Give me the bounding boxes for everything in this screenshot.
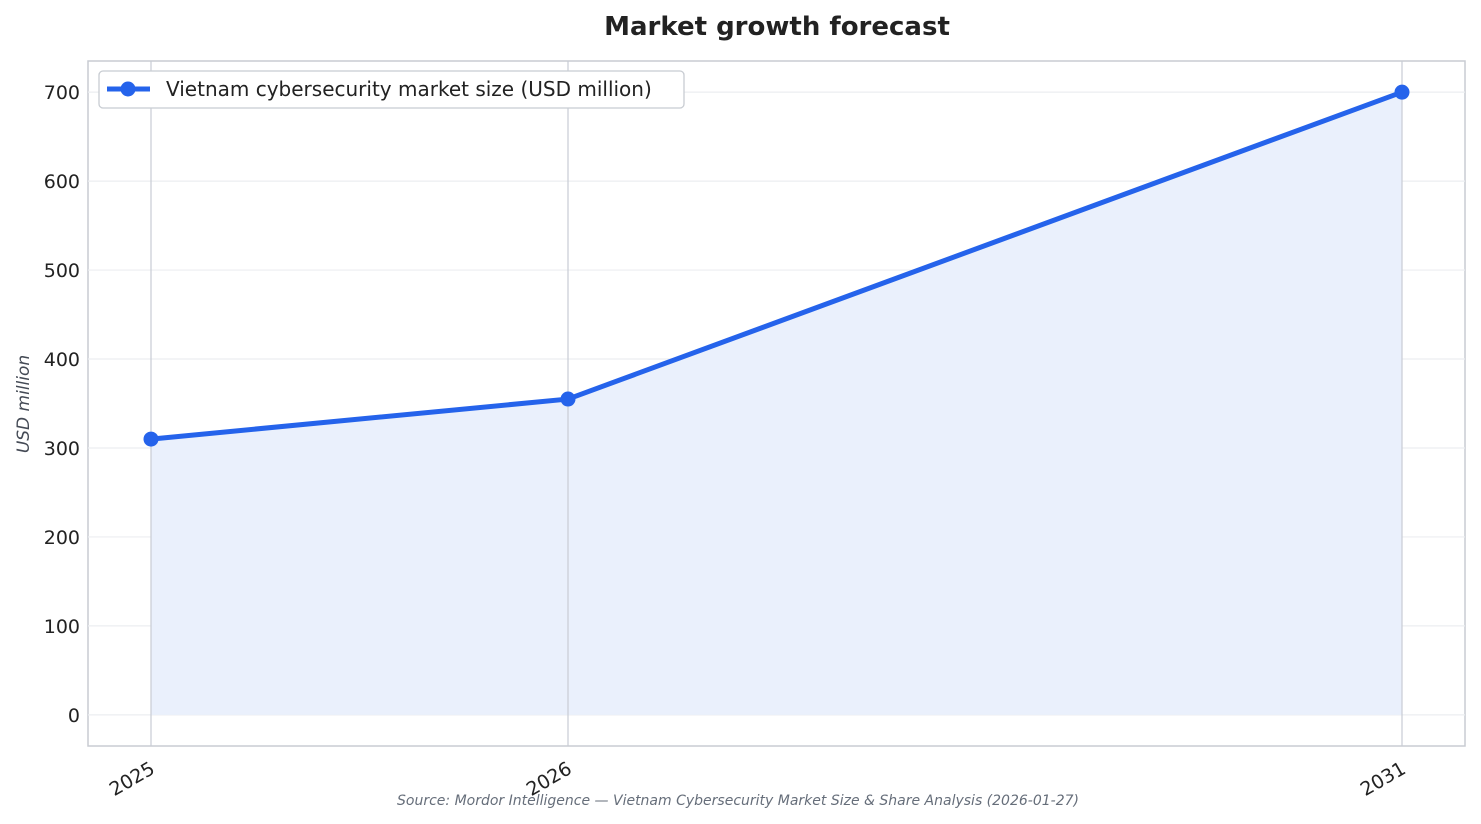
y-tick-label: 500 xyxy=(44,260,80,282)
x-tick-label: 2025 xyxy=(106,758,159,801)
y-tick-label: 600 xyxy=(44,171,80,193)
data-point xyxy=(143,431,159,447)
y-axis-label: USD million xyxy=(14,355,34,453)
series-area-fill xyxy=(151,92,1402,715)
chart-title: Market growth forecast xyxy=(604,12,950,42)
series-points xyxy=(143,84,1410,447)
y-tick-label: 700 xyxy=(44,82,80,104)
x-tick-label: 2031 xyxy=(1357,758,1410,801)
legend-marker xyxy=(120,81,136,97)
data-point xyxy=(560,391,576,407)
plot-area xyxy=(87,60,1466,747)
y-tick-label: 300 xyxy=(44,438,80,460)
data-point xyxy=(1394,84,1410,100)
y-tick-label: 400 xyxy=(44,349,80,371)
y-tick-label: 100 xyxy=(44,616,80,638)
legend-label: Vietnam cybersecurity market size (USD m… xyxy=(166,77,652,101)
y-tick-label: 200 xyxy=(44,527,80,549)
source-note: Source: Mordor Intelligence — Vietnam Cy… xyxy=(397,793,1079,809)
legend: Vietnam cybersecurity market size (USD m… xyxy=(98,70,685,109)
y-axis-ticks: 0 100 200 300 400 500 600 700 xyxy=(44,82,80,727)
y-tick-label: 0 xyxy=(68,705,80,727)
legend-box xyxy=(98,70,685,109)
